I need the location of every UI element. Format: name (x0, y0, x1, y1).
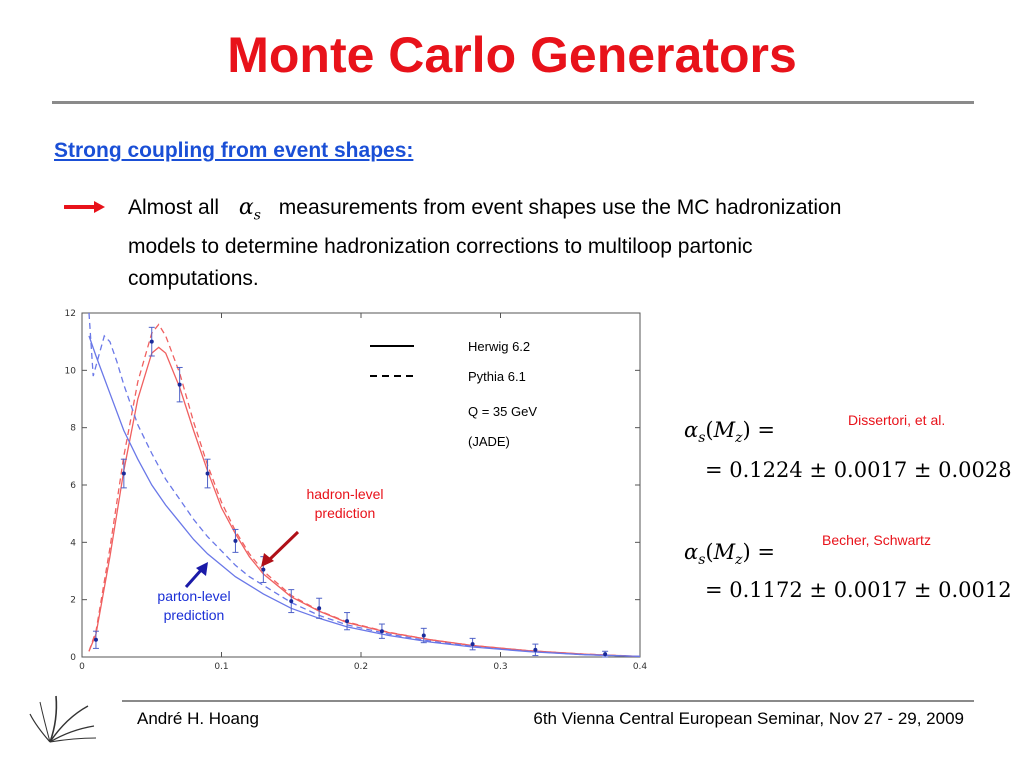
data-point (603, 652, 608, 657)
y-tick-label: 12 (65, 309, 76, 319)
parton-label-line1: parton-level (157, 588, 230, 604)
bullet-text-before: Almost all (128, 196, 220, 219)
bullet-text-after: measurements from event shapes use the M… (128, 196, 842, 291)
formula-1-result: = 0.1224 ± 0.0017 ± 0.0028 (705, 458, 1012, 482)
hadron-arrow-shaft (266, 530, 300, 563)
y-tick-label: 6 (70, 481, 76, 491)
legend-herwig: Herwig 6.2 (468, 339, 530, 354)
formula-2-result: = 0.1172 ± 0.0017 ± 0.0012 (705, 578, 1012, 602)
thrust-distribution-chart: 0 0.1 0.2 0.3 0.4 0 2 4 6 8 10 12 Herwig 6.2 Pythia 6… (65, 309, 648, 672)
legend-pythia: Pythia 6.1 (468, 369, 526, 384)
x-tick-label: 0 (79, 662, 85, 672)
y-tick-label: 8 (70, 424, 76, 434)
data-point (289, 599, 294, 604)
alpha-s-symbol: αs (238, 195, 261, 224)
y-tick-label: 0 (70, 653, 76, 663)
hadron-label-line1: hadron-level (306, 486, 383, 502)
series-line-hadron-dashed (88, 323, 641, 658)
bullet-text: Almost all αs measurements from event sh… (128, 192, 868, 295)
data-point (379, 629, 384, 634)
note-energy: Q = 35 GeV (468, 404, 537, 419)
parton-arrow-head (196, 562, 208, 576)
series-line-parton-dashed (88, 312, 641, 658)
data-point (93, 637, 98, 642)
x-tick-label: 0.3 (493, 662, 507, 672)
y-tick-label: 10 (65, 366, 77, 376)
citation-becher-schwartz: Becher, Schwartz (822, 532, 931, 548)
data-point (121, 471, 126, 476)
right-arrow-icon (64, 201, 105, 213)
data-point (421, 633, 426, 638)
y-tick-label: 4 (70, 538, 76, 548)
data-point (470, 642, 475, 647)
data-point (177, 382, 182, 387)
data-point (261, 567, 266, 572)
hadron-label-line2: prediction (315, 505, 376, 521)
parton-arrow-shaft (184, 568, 204, 588)
parton-label-line2: prediction (164, 607, 225, 623)
footer-author: André H. Hoang (137, 709, 259, 728)
formula-2-lhs: αs(Mz) = (684, 540, 775, 569)
data-point (205, 471, 210, 476)
footer-event: 6th Vienna Central European Seminar, Nov… (533, 709, 964, 728)
footer-divider (122, 700, 974, 702)
plot-frame (81, 312, 641, 658)
x-tick-label: 0.2 (354, 662, 368, 672)
note-experiment: (JADE) (468, 434, 510, 449)
slide-title: Monte Carlo Generators (227, 27, 797, 83)
hadron-arrow-head (261, 553, 274, 567)
particle-tracks-logo-icon (29, 695, 97, 743)
series-line-parton-solid (88, 335, 641, 658)
citation-dissertori: Dissertori, et al. (848, 412, 946, 428)
data-point (233, 538, 238, 543)
formula-1-lhs: αs(Mz) = (684, 418, 775, 447)
title-divider (52, 101, 974, 104)
data-point (533, 647, 538, 652)
data-point (149, 339, 154, 344)
x-tick-label: 0.4 (633, 662, 648, 672)
x-tick-label: 0.1 (214, 662, 228, 672)
y-tick-label: 2 (70, 596, 76, 606)
series-line-hadron-solid (88, 346, 641, 658)
data-point (345, 619, 350, 624)
data-point (317, 606, 322, 611)
subheading: Strong coupling from event shapes: (54, 139, 414, 162)
